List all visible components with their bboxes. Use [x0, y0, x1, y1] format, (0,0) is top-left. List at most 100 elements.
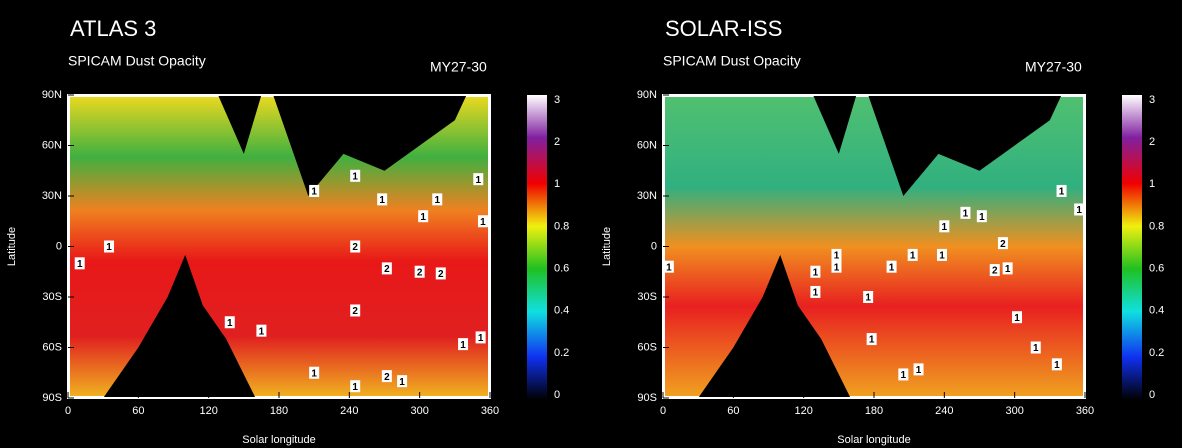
- contour-label-text: 1: [475, 175, 481, 186]
- contour-label: 1: [74, 257, 85, 270]
- contour-label: 1: [477, 215, 488, 228]
- contour-label-box: [418, 210, 429, 223]
- contour-label-text: 1: [963, 208, 969, 219]
- contour-label: 1: [350, 169, 361, 182]
- contour-label: 2: [997, 237, 1008, 250]
- contour-label-box: [1030, 341, 1041, 354]
- contour-label-box: [976, 210, 987, 223]
- contour-label-text: 1: [869, 335, 875, 346]
- dust-field: [70, 97, 488, 396]
- contour-label-box: [913, 363, 924, 376]
- contour-label: 1: [104, 240, 115, 253]
- contour-label-text: 2: [384, 372, 390, 383]
- colorbar-tick-label: 0: [554, 389, 560, 401]
- contour-label-box: [381, 262, 392, 275]
- contour-label-text: 1: [480, 217, 486, 228]
- contour-label: 1: [418, 210, 429, 223]
- contour-label: 1: [1051, 358, 1062, 371]
- contour-label: 1: [939, 220, 950, 233]
- contour-label: 1: [1056, 184, 1067, 198]
- y-tick-label: 60N: [42, 139, 62, 151]
- contour-label-text: 1: [1005, 264, 1011, 275]
- contour-label: 1: [866, 333, 877, 346]
- dust-field: [665, 97, 1083, 396]
- contour-label-box: [831, 248, 842, 261]
- contour-label-box: [350, 240, 361, 253]
- contour-label-text: 1: [1033, 343, 1039, 354]
- contour-label-box: [477, 215, 488, 228]
- x-tick-label: 0: [65, 405, 71, 417]
- colorbar: [1122, 95, 1142, 400]
- contour-label-text: 1: [227, 318, 233, 329]
- x-tick-label: 180: [270, 405, 288, 417]
- contour-label-box: [414, 265, 425, 278]
- contour-label-box: [104, 240, 115, 253]
- contour-label: 1: [663, 260, 674, 273]
- contour-label: 2: [381, 262, 392, 275]
- colorbar-tick-label: 3: [554, 94, 560, 106]
- contour-label-box: [377, 193, 388, 206]
- contour-label-box: [458, 338, 469, 351]
- contour-label-text: 1: [939, 251, 945, 262]
- contour-label-text: 1: [420, 212, 426, 223]
- contour-label-box: [1002, 262, 1013, 275]
- contour-label-box: [997, 237, 1008, 250]
- contour-label-box: [475, 331, 486, 344]
- colorbar-tick-label: 0.6: [1149, 262, 1164, 274]
- colorbar-tick-label: 0.4: [554, 305, 569, 317]
- y-axis-label: Latitude: [6, 227, 18, 266]
- contour-label: 1: [350, 380, 361, 393]
- contour-label: 2: [350, 304, 361, 317]
- period-label: MY27-30: [1025, 59, 1082, 75]
- x-axis-label: Solar longitude: [242, 434, 315, 446]
- contour-label-box: [350, 380, 361, 393]
- colorbar-tick-label: 0.2: [1149, 347, 1164, 359]
- contour-label: 1: [475, 331, 486, 344]
- contour-label-box: [898, 368, 909, 381]
- x-tick-label: 300: [1005, 405, 1023, 417]
- contour-label-box: [74, 257, 85, 270]
- contour-label: 1: [863, 291, 874, 304]
- x-tick-label: 180: [865, 405, 883, 417]
- contour-label-text: 2: [438, 269, 444, 280]
- contour-label-text: 1: [813, 288, 819, 299]
- contour-label-box: [432, 193, 443, 206]
- contour-label-box: [1074, 203, 1085, 216]
- contour-label: 2: [381, 370, 392, 383]
- contour-label: 1: [1030, 341, 1041, 354]
- period-label: MY27-30: [430, 59, 487, 75]
- colorbar-tick-label: 2: [1149, 136, 1155, 148]
- contour-label-text: 1: [460, 340, 466, 351]
- colorbar-tick-label: 2: [554, 136, 560, 148]
- contour-label: 1: [473, 173, 484, 186]
- polar-night: [698, 254, 851, 398]
- x-tick-label: 0: [660, 405, 666, 417]
- contour-label-text: 1: [901, 370, 907, 381]
- contour-label-box: [1051, 358, 1062, 371]
- contour-label: 1: [256, 324, 267, 337]
- y-tick-label: 30S: [42, 291, 62, 303]
- colorbar: [527, 95, 547, 400]
- polar-night-north-2: [813, 95, 857, 154]
- contour-label-box: [350, 304, 361, 317]
- contour-label-box: [1056, 184, 1067, 197]
- colorbar-tick-label: 3: [1149, 94, 1155, 106]
- x-tick-label: 360: [481, 405, 499, 417]
- contour-label-box: [810, 265, 821, 278]
- contour-label-box: [907, 248, 918, 261]
- y-axis-label: Latitude: [601, 227, 613, 266]
- contour-label-text: 1: [813, 267, 819, 278]
- x-tick-label: 240: [935, 405, 953, 417]
- contour-label: 1: [397, 375, 408, 388]
- colorbar-tick-label: 1: [1149, 178, 1155, 190]
- polar-night: [103, 254, 256, 398]
- contour-label-text: 1: [865, 293, 871, 304]
- colorbar-tick-label: 0.8: [554, 220, 569, 232]
- panel-title: ATLAS 3: [70, 16, 156, 41]
- contour-label-box: [960, 206, 971, 219]
- contour-label-box: [309, 184, 320, 197]
- contour-label: 1: [831, 248, 842, 262]
- contour-label: 1: [898, 368, 909, 381]
- contour-label-text: 1: [77, 259, 83, 270]
